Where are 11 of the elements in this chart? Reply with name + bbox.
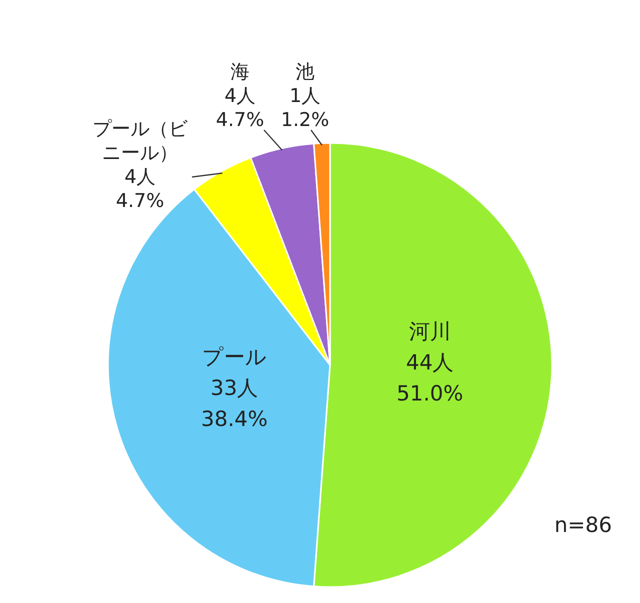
text: n=86: [554, 513, 612, 537]
data-label: 33人 38.4%: [200, 376, 268, 431]
data-label: 4人 4.7%: [116, 166, 164, 212]
slice-label: 海: [230, 61, 250, 83]
data-label: 4人 4.7%: [216, 85, 264, 131]
slice-label: プール（ビニール）: [92, 118, 188, 164]
data-label: 1人 1.2%: [280, 85, 330, 131]
slice-label: プール: [202, 344, 267, 369]
slice-label: 河川: [408, 320, 451, 344]
slice-label: 池: [296, 61, 314, 83]
data-label: 44人 51.0%: [396, 350, 464, 406]
